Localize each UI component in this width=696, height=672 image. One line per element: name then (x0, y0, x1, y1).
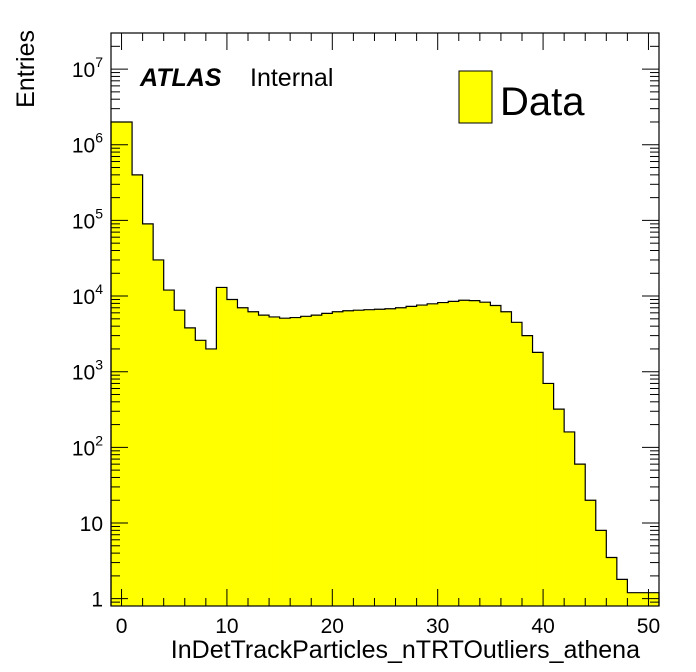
y-tick-label: 104 (72, 281, 103, 309)
histogram-bar (195, 340, 207, 606)
y-tick-label: 102 (72, 432, 103, 460)
histogram-bar (332, 311, 344, 606)
histogram-bar (353, 310, 365, 606)
axis-ticks (111, 32, 659, 607)
x-axis-label: InDetTrackParticles_nTRTOutliers_athena (171, 636, 640, 664)
histogram-bar (616, 579, 628, 606)
x-tick-label: 20 (321, 615, 344, 638)
y-tick-label: 106 (72, 130, 103, 158)
histogram-bar (648, 592, 660, 606)
histogram-bar (132, 174, 143, 606)
histogram-bar (321, 313, 333, 606)
histogram-bar (290, 317, 301, 606)
legend-swatch (458, 70, 493, 124)
histogram-outline (110, 121, 660, 606)
internal-label: Internal (250, 64, 333, 92)
histogram-bar (142, 223, 154, 606)
histogram-bar (606, 557, 618, 606)
histogram-bar (500, 311, 512, 606)
histogram-bar (627, 592, 639, 606)
histogram-bar (532, 352, 544, 606)
x-tick-label: 40 (531, 615, 554, 638)
histogram-bar (522, 335, 533, 606)
histogram-bar (279, 318, 291, 606)
y-tick-label: 105 (72, 205, 103, 233)
histogram-bar (448, 301, 460, 606)
histogram-bar (585, 500, 597, 606)
histogram-bar (479, 302, 491, 606)
histogram-bar (564, 431, 575, 606)
y-tick-label: 103 (72, 357, 103, 385)
histogram-bar (437, 302, 449, 606)
histogram-bar (374, 309, 386, 606)
histogram-bar (216, 287, 228, 606)
histogram-bar (258, 315, 270, 606)
y-tick-label: 1 (91, 589, 103, 612)
histogram-bar (153, 259, 164, 606)
histogram-bar (395, 307, 407, 606)
plot-border (110, 32, 660, 607)
histogram-bar (121, 121, 133, 607)
histogram-bar (385, 308, 396, 606)
histogram-bar (237, 307, 249, 606)
histogram-bar (269, 316, 280, 606)
histogram-bar (553, 409, 565, 606)
histogram-bar (248, 311, 259, 606)
legend: Data (458, 70, 585, 124)
x-tick-label: 0 (116, 615, 128, 638)
histogram-bar (363, 309, 375, 606)
y-tick-label: 107 (72, 54, 103, 82)
histogram-bar (226, 299, 238, 606)
y-axis-label: Entries (12, 30, 40, 108)
x-tick-label: 10 (215, 615, 238, 638)
histogram-bar (427, 303, 438, 606)
histogram-bar (511, 322, 523, 606)
histogram-bar (300, 316, 312, 606)
y-tick-label: 10 (80, 513, 103, 536)
histogram-bar (163, 290, 175, 606)
histogram-bar (416, 305, 428, 606)
x-tick-label: 50 (637, 615, 660, 638)
histogram-bar (311, 315, 323, 606)
legend-label: Data (500, 80, 585, 124)
histogram-bar (205, 348, 217, 606)
tick-labels: 0 10 20 30 40 50 1 10 102 103 104 105 106 107 (72, 54, 660, 638)
histogram-bar (458, 300, 470, 606)
histogram-bar (490, 305, 502, 606)
histogram-bar (543, 383, 554, 606)
histogram-bar (184, 327, 196, 606)
atlas-label: ATLAS (139, 64, 222, 92)
histogram-bar (637, 592, 649, 606)
x-tick-label: 30 (426, 615, 449, 638)
histogram-bar (469, 300, 481, 606)
histogram-bar (174, 310, 186, 606)
histogram-bar (574, 464, 586, 606)
histogram-bar (595, 530, 607, 606)
histogram-bar (111, 121, 122, 607)
histogram-bar (342, 310, 354, 606)
histogram-bar (406, 306, 417, 606)
plot-frame (110, 32, 660, 607)
histogram-bars (110, 121, 660, 607)
